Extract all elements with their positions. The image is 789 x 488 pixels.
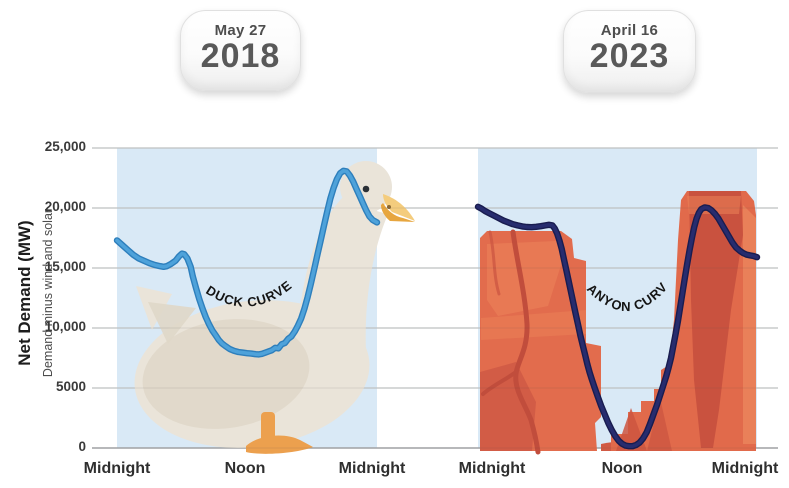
date-badge-2018: May 27 2018 <box>180 10 301 91</box>
duck-wing-tip <box>148 302 196 344</box>
duck-beak-lower <box>381 203 415 222</box>
canyon-left-mesa-band <box>481 310 586 340</box>
duck-nostril <box>387 205 391 209</box>
duck-curve-line <box>115 169 379 357</box>
x-axis-label-2023-midnight: Midnight <box>711 460 779 477</box>
canyon-curve-line <box>476 205 759 449</box>
badge-date: May 27 <box>214 22 267 39</box>
canyon-crack-small <box>488 230 501 296</box>
x-axis-label-2023-noon: Noon <box>601 460 643 477</box>
canyon-right-mesa-core <box>689 191 743 448</box>
net-demand-curves <box>113 167 761 450</box>
y-axis-title: Net Demand (MW) <box>15 220 34 366</box>
x-axis-label-2018-midnight: Midnight <box>83 460 151 477</box>
duck-beak-upper <box>383 194 415 221</box>
date-badge-2023: April 16 2023 <box>563 10 696 93</box>
y-tick-label-20000: 20,000 <box>44 199 86 214</box>
canyon-illustration <box>480 191 756 455</box>
duck-eye-icon <box>362 185 370 193</box>
y-tick-label-10000: 10,000 <box>44 319 86 334</box>
y-tick-label-5000: 5000 <box>55 379 86 394</box>
canyon-crack-branch <box>481 370 518 396</box>
x-axis-label-2018-noon: Noon <box>224 460 266 477</box>
duck-wing <box>142 319 310 429</box>
badge-date: April 16 <box>600 22 659 39</box>
y-tick-label-15000: 15,000 <box>44 259 86 274</box>
canyon-talus-2 <box>647 398 672 451</box>
y-tick-label-0: 0 <box>78 439 86 454</box>
canyon-right-mesa-edge-light <box>743 205 756 444</box>
canyon-left-mesa-highlight <box>487 241 562 316</box>
x-axis-label-2023-midnight: Midnight <box>458 460 526 477</box>
duck-leg <box>261 412 275 442</box>
x-axis-label-2018-midnight: Midnight <box>338 460 406 477</box>
badge-year: 2018 <box>200 37 281 75</box>
y-axis-subtitle: Demand minus wind and solar <box>41 208 55 378</box>
duck-foot <box>246 435 313 454</box>
y-tick-label-25000: 25,000 <box>44 139 86 154</box>
badge-year: 2023 <box>589 37 670 75</box>
plot-svg: DUCK CURVE CANYON CURVE <box>88 140 778 455</box>
